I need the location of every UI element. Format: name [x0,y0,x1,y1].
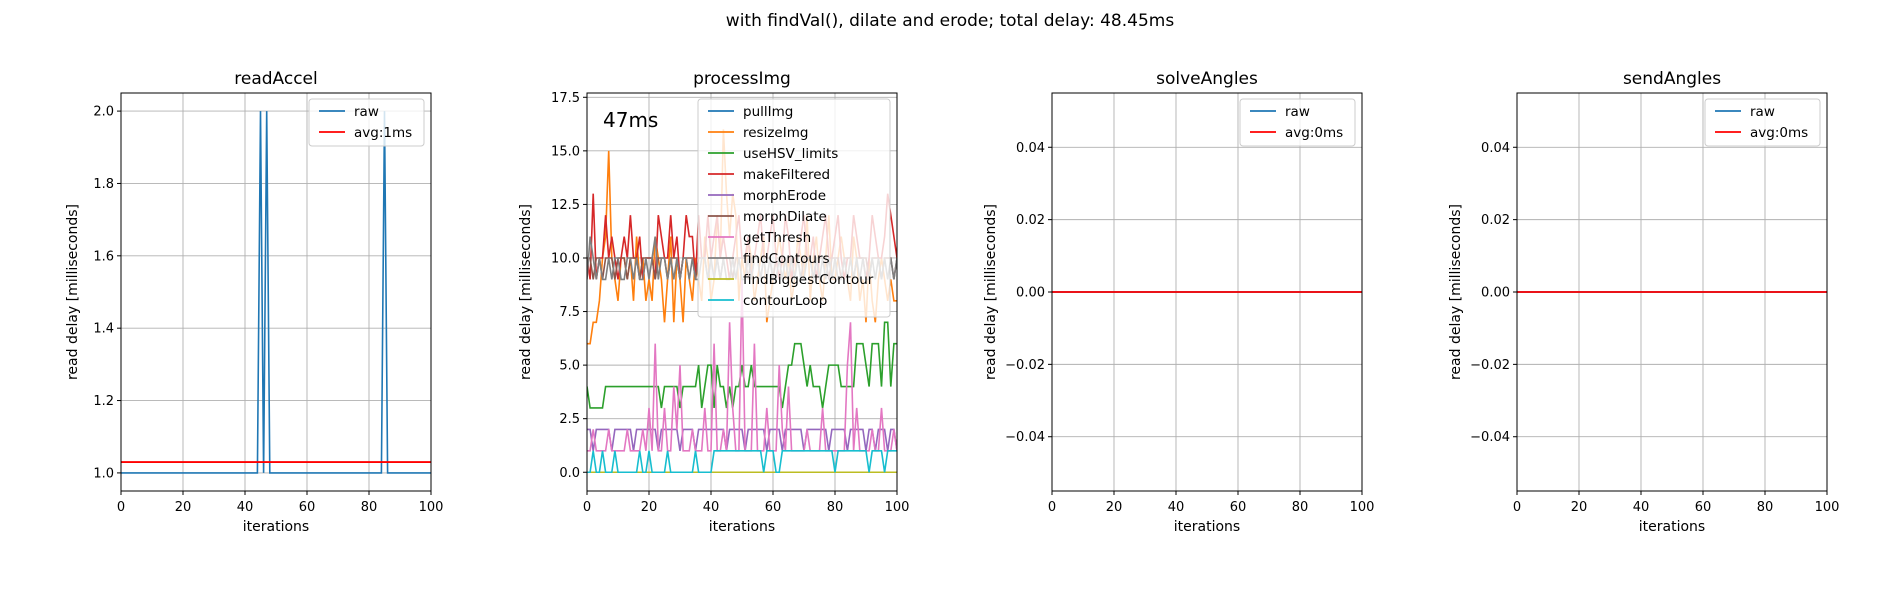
figure-title: with findVal(), dilate and erode; total … [726,11,1175,31]
x-tick-label: 40 [1633,500,1650,515]
legend-label: makeFiltered [743,167,830,183]
subplot-processImg: 0 20 40 60 80 100 0.0 2.5 5.0 7.5 10.0 12.5 15.0 17.5… [518,69,909,535]
legend-label: findContours [743,251,830,267]
x-tick-label: 40 [237,500,254,515]
x-tick-label: 20 [1571,500,1588,515]
series-line-raw [121,111,431,474]
x-tick-label: 20 [175,500,192,515]
y-tick-label: 12.5 [551,198,580,213]
legend: raw avg:0ms [1239,98,1356,147]
y-tick-label: 7.5 [559,305,580,320]
y-tick-label: 0.00 [1016,286,1045,301]
legend-label: useHSV_limits [743,146,838,162]
y-axis-label: read delay [milliseconds] [983,204,999,380]
x-tick-label: 20 [1106,500,1123,515]
subplot-sendAngles: 0 20 40 60 80 100 −0.04 −0.02 0.00 0.02 0.04 sendAn… [1448,69,1839,535]
x-tick-label: 60 [765,500,782,515]
x-tick-label: 100 [1815,500,1840,515]
x-axis-label: iterations [1174,519,1240,535]
x-tick-label: 100 [419,500,444,515]
y-tick-label: 0.02 [1481,213,1510,228]
y-tick-label: 1.0 [93,466,114,481]
axes-frame [586,92,898,492]
legend-label: findBiggestContour [743,272,874,288]
legend-label: avg:0ms [1285,125,1343,141]
y-tick-label: 1.2 [93,394,114,409]
y-tick-label: 0.04 [1481,141,1510,156]
series-line-contourLoop [587,450,897,474]
series-line-morphErode [587,428,897,451]
y-tick-label: −0.04 [1005,430,1045,445]
x-tick-label: 80 [1292,500,1309,515]
x-tick-label: 80 [1757,500,1774,515]
y-tick-label: −0.04 [1470,430,1510,445]
x-tick-label: 80 [827,500,844,515]
y-tick-label: 15.0 [551,144,580,159]
x-tick-label: 40 [1168,500,1185,515]
subplot-title: solveAngles [1156,69,1258,89]
legend: pullImg resizeImg useHSV_limits makeFiltere… [697,98,891,318]
x-tick-label: 60 [1695,500,1712,515]
y-tick-label: 0.02 [1016,213,1045,228]
y-tick-label: 2.5 [559,412,580,427]
y-tick-label: 10.0 [551,251,580,266]
x-tick-label: 60 [299,500,316,515]
subplot-readAccel: 0 20 40 60 80 100 1.0 1.2 1.4 1.6 1.8 2.0 readAccel i… [65,69,443,535]
legend-label: getThresh [743,230,811,246]
legend-label: pullImg [743,104,793,120]
legend: raw avg:1ms [308,98,425,147]
legend-label: morphErode [743,188,826,204]
axes-frame [120,92,432,492]
y-tick-label: 1.4 [93,322,114,337]
y-tick-label: 1.6 [93,249,114,264]
plot-area [121,111,431,474]
legend-label: resizeImg [743,125,808,141]
legend-label: morphDilate [743,209,827,225]
y-tick-label: 1.8 [93,177,114,192]
total-delay-annotation: 47ms [603,108,658,132]
x-tick-label: 0 [117,500,125,515]
x-axis-label: iterations [709,519,775,535]
y-tick-label: 17.5 [551,91,580,106]
x-tick-label: 0 [583,500,591,515]
x-tick-label: 60 [1230,500,1247,515]
legend-label: raw [354,104,379,120]
y-tick-label: 0.00 [1481,286,1510,301]
legend-label: avg:1ms [354,125,412,141]
y-axis-label: read delay [milliseconds] [518,204,534,380]
subplot-title: processImg [693,69,791,89]
x-axis-label: iterations [243,519,309,535]
legend-label: avg:0ms [1750,125,1808,141]
y-axis-label: read delay [milliseconds] [1448,204,1464,380]
y-tick-label: 5.0 [559,359,580,374]
x-tick-label: 100 [1350,500,1375,515]
x-tick-label: 20 [641,500,658,515]
y-tick-label: 2.0 [93,105,114,120]
x-tick-label: 40 [703,500,720,515]
subplot-title: readAccel [234,69,318,89]
x-tick-label: 0 [1513,500,1521,515]
subplot-solveAngles: 0 20 40 60 80 100 −0.04 −0.02 0.00 0.02 0.04 solveA… [983,69,1374,535]
y-axis-label: read delay [milliseconds] [65,204,81,380]
x-tick-label: 100 [885,500,910,515]
x-axis-label: iterations [1639,519,1705,535]
y-tick-label: −0.02 [1470,358,1510,373]
y-tick-label: −0.02 [1005,358,1045,373]
legend-label: contourLoop [743,293,827,309]
legend: raw avg:0ms [1704,98,1821,147]
y-tick-label: 0.04 [1016,141,1045,156]
subplot-title: sendAngles [1623,69,1721,89]
y-tick-label: 0.0 [559,466,580,481]
legend-label: raw [1285,104,1310,120]
x-tick-label: 0 [1048,500,1056,515]
series-line-useHSV_limits [587,321,897,409]
legend-label: raw [1750,104,1775,120]
x-tick-label: 80 [361,500,378,515]
legend-box [697,98,891,318]
